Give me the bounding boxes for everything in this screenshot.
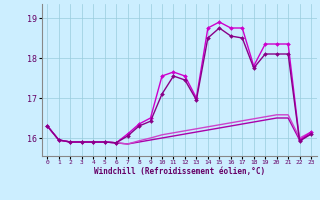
X-axis label: Windchill (Refroidissement éolien,°C): Windchill (Refroidissement éolien,°C)	[94, 167, 265, 176]
